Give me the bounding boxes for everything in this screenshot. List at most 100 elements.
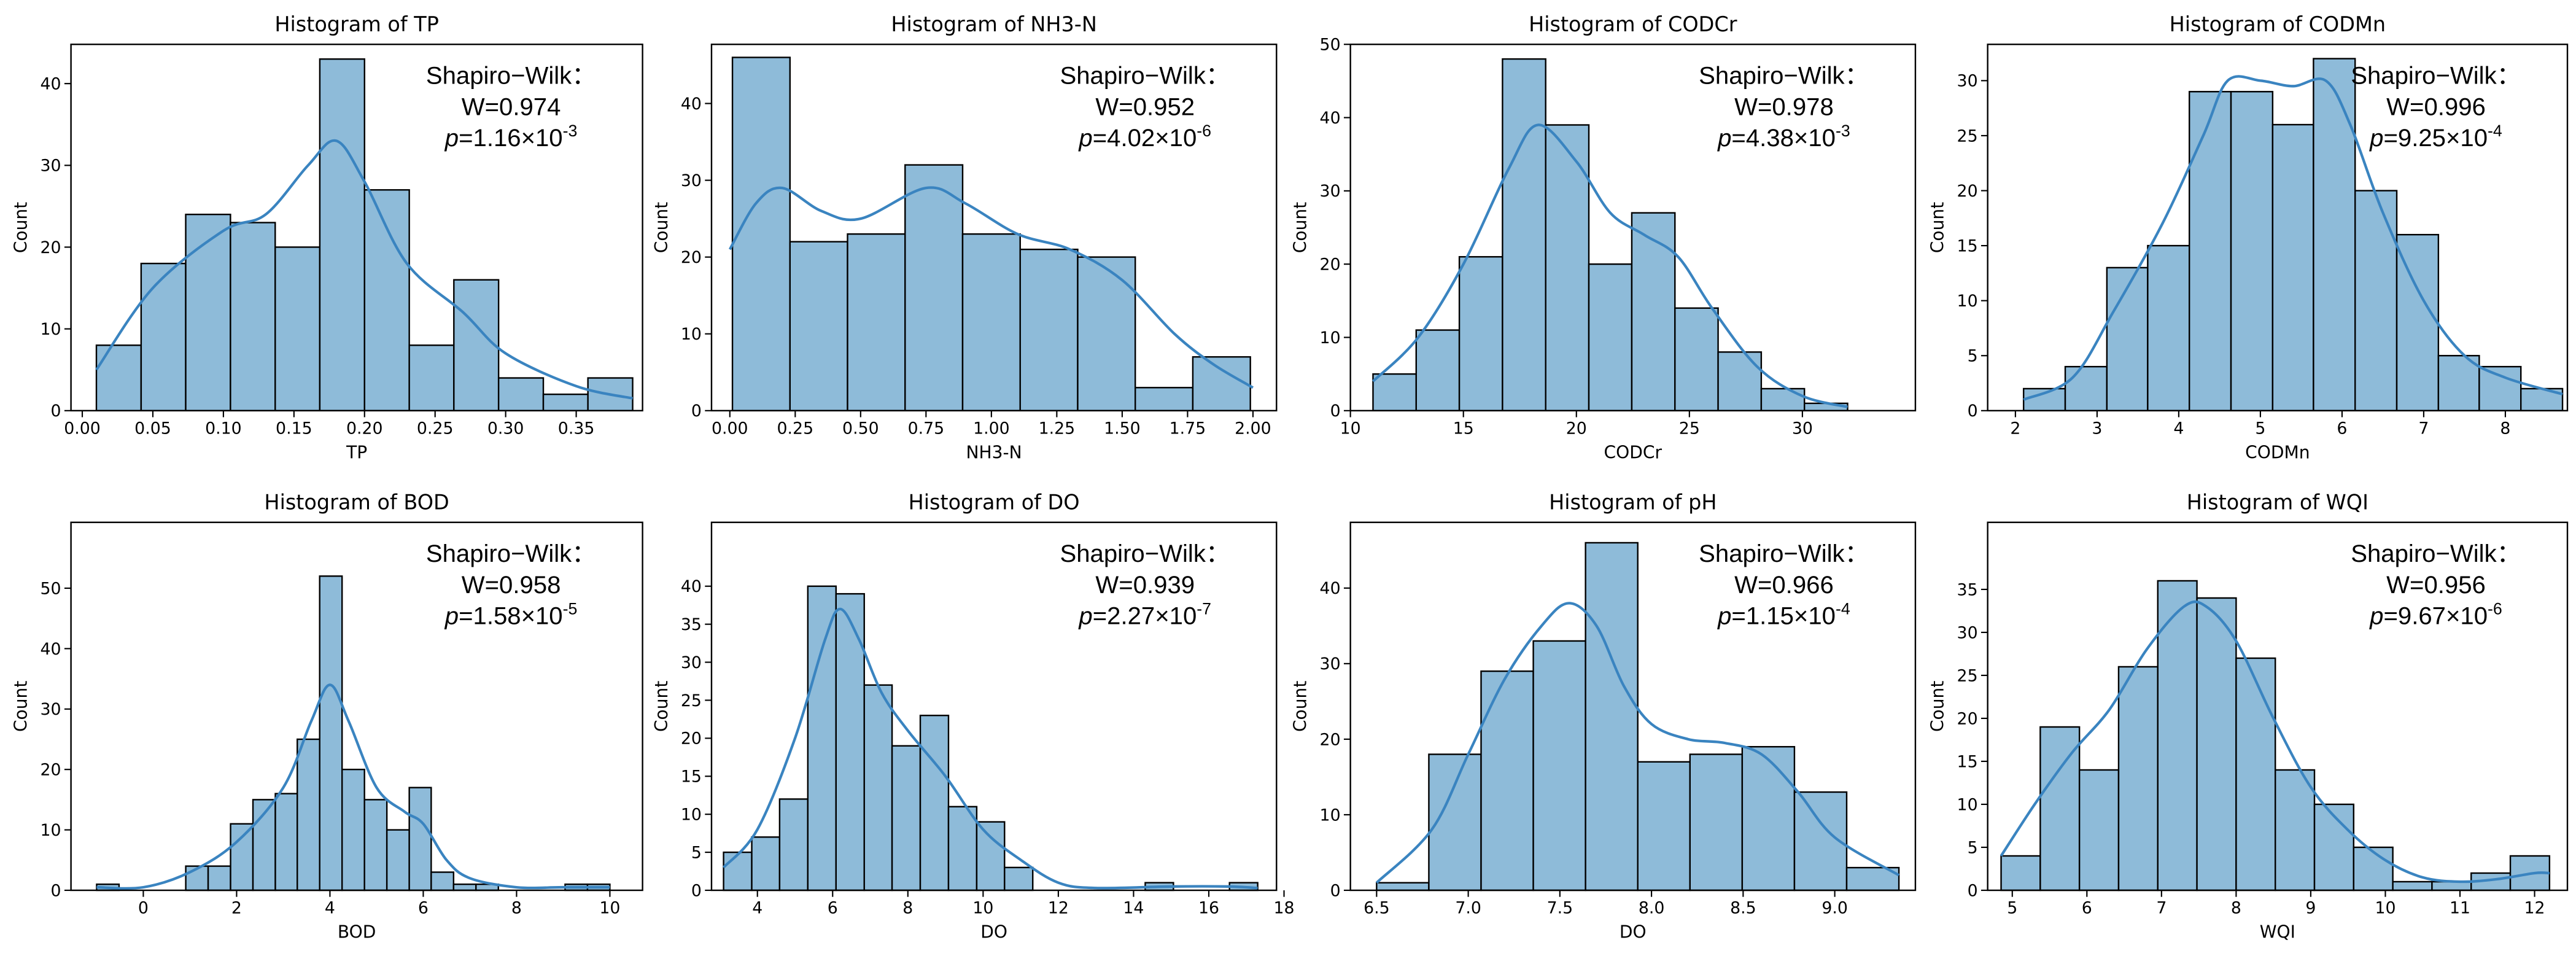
x-tick-label: 1.50 xyxy=(1104,419,1141,438)
bar xyxy=(1532,640,1586,892)
axes-frame xyxy=(710,521,1278,892)
chart-title: Histogram of BOD xyxy=(264,490,449,514)
x-tick-label: 8.0 xyxy=(1639,898,1665,917)
x-tick-label: 0.50 xyxy=(842,419,879,438)
y-tick-label: 10 xyxy=(1957,795,1978,814)
chart-title: Histogram of CODMn xyxy=(2170,12,2386,36)
x-tick-label: 30 xyxy=(1792,419,1813,438)
y-tick-label: 30 xyxy=(1957,72,1978,91)
x-tick-label: 2 xyxy=(231,898,242,917)
y-tick-label: 30 xyxy=(41,700,61,719)
panel: 0.00 0.25 0.50 0.75 1.00 1.25 1.50 1.75 2.00 0 10 2… xyxy=(651,12,1278,462)
annotation-w: W=0.974 xyxy=(462,93,561,120)
bar xyxy=(430,871,455,892)
bar xyxy=(207,865,231,892)
panel: 5 6 7 8 9 10 11 12 0 5 10 15 20 25 30 35 Histogram of WQ… xyxy=(1927,490,2569,942)
x-tick-label: 8 xyxy=(511,898,522,917)
x-tick-label: 10 xyxy=(972,898,993,917)
bar xyxy=(2147,244,2190,412)
y-tick-label: 50 xyxy=(41,579,61,598)
y-tick-label: 0 xyxy=(1330,881,1341,900)
bar xyxy=(2196,597,2237,892)
y-tick-label: 10 xyxy=(1957,292,1978,311)
bar xyxy=(1458,256,1503,412)
annotation-heading: Shapiro−Wilk： xyxy=(2351,61,2521,89)
bar xyxy=(453,279,500,412)
axes-frame xyxy=(70,521,643,892)
annotation-p: p=9.67×10-6 xyxy=(2369,600,2502,630)
x-tick-label: 20 xyxy=(1566,419,1587,438)
bar xyxy=(274,793,298,892)
y-tick-label: 30 xyxy=(1320,655,1341,674)
bar xyxy=(2353,846,2394,892)
x-tick-label: 4 xyxy=(2173,419,2184,438)
axes-frame xyxy=(70,44,643,412)
bar xyxy=(341,768,365,892)
bar xyxy=(1674,307,1719,412)
x-tick-label: 4 xyxy=(325,898,335,917)
x-tick-label: 7.0 xyxy=(1455,898,1481,917)
y-axis-label: Count xyxy=(1927,202,1947,253)
x-tick-label: 18 xyxy=(1274,898,1295,917)
p-exponent: -4 xyxy=(1836,600,1850,618)
panel: 0.00 0.05 0.10 0.15 0.20 0.25 0.30 0.35 0 10 20 30 4… xyxy=(10,12,643,462)
bar xyxy=(1004,866,1034,892)
y-tick-label: 10 xyxy=(1320,806,1341,825)
bar xyxy=(751,836,781,892)
kde-line xyxy=(1371,123,1849,408)
y-tick-label: 40 xyxy=(681,95,702,114)
x-axis-label: WQI xyxy=(2260,922,2295,942)
bar xyxy=(230,222,276,412)
y-tick-label: 40 xyxy=(41,75,61,94)
y-tick-label: 40 xyxy=(1320,109,1341,128)
x-tick-label: 9.0 xyxy=(1821,898,1848,917)
bar xyxy=(2230,91,2274,412)
x-tick-label: 5 xyxy=(2007,898,2017,917)
bar xyxy=(723,851,753,892)
x-tick-label: 10 xyxy=(599,898,620,917)
bar xyxy=(1717,351,1763,412)
bar xyxy=(274,246,321,412)
p-exponent: -6 xyxy=(2488,600,2502,618)
bar xyxy=(919,715,950,892)
p-symbol: p xyxy=(444,124,459,152)
y-axis-label: Count xyxy=(1927,681,1947,732)
panel: 6.5 7.0 7.5 8.0 8.5 9.0 0 10 20 30 40 Histogram of … xyxy=(1290,490,1917,942)
bar xyxy=(2117,666,2159,892)
bar xyxy=(1134,387,1194,412)
p-value: =1.16×10 xyxy=(459,124,563,152)
y-tick-label: 10 xyxy=(41,821,61,840)
bar xyxy=(297,738,320,892)
p-exponent: -3 xyxy=(563,122,578,140)
x-axis-label: BOD xyxy=(338,922,376,942)
y-tick-label: 30 xyxy=(1320,182,1341,201)
y-tick-label: 35 xyxy=(1957,580,1978,599)
p-symbol: p xyxy=(1717,602,1731,630)
x-tick-label: 10 xyxy=(2375,898,2396,917)
bar xyxy=(1689,753,1744,892)
x-tick-label: 1.75 xyxy=(1170,419,1206,438)
y-tick-label: 50 xyxy=(1320,36,1341,55)
bar xyxy=(1480,670,1534,892)
p-exponent: -3 xyxy=(1836,122,1850,140)
annotation-w: W=0.952 xyxy=(1095,93,1195,120)
y-tick-label: 25 xyxy=(1957,126,1978,146)
bar xyxy=(891,745,921,892)
y-axis-label: Count xyxy=(1290,202,1310,253)
x-tick-label: 6 xyxy=(828,898,838,917)
bar xyxy=(2188,91,2232,412)
bar xyxy=(319,575,343,892)
bar xyxy=(2078,769,2120,892)
y-tick-label: 10 xyxy=(41,320,61,339)
x-tick-label: 6.5 xyxy=(1364,898,1390,917)
chart-title: Histogram of WQI xyxy=(2187,490,2368,514)
annotation-w: W=0.996 xyxy=(2386,93,2486,120)
y-axis-label: Count xyxy=(10,202,31,253)
annotation-p: p=1.15×10-4 xyxy=(1717,600,1850,630)
p-value: =2.27×10 xyxy=(1093,602,1197,630)
chart-title: Histogram of NH3-N xyxy=(891,12,1096,36)
bar xyxy=(140,262,187,412)
y-axis-label: Count xyxy=(1290,681,1310,732)
y-tick-label: 5 xyxy=(1968,838,1978,857)
